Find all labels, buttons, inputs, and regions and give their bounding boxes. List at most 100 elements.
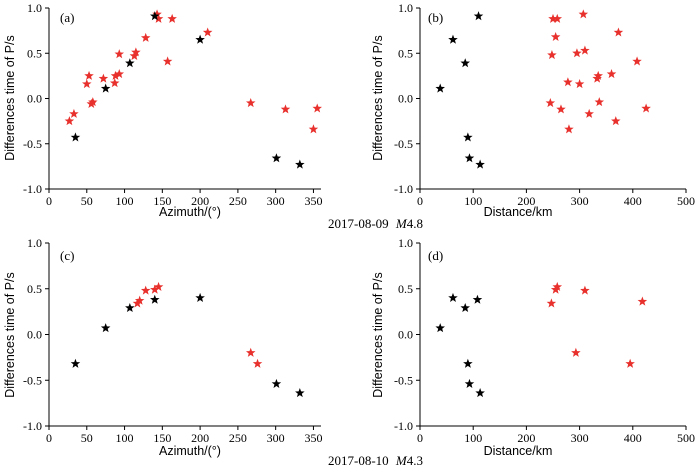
x-tick-label: 0 [46,431,52,445]
x-tick-label: 300 [571,431,589,445]
y-tick-label: 1.0 [398,236,413,250]
data-point-black [271,153,282,163]
x-tick-label: 50 [81,431,93,445]
caption-bottom-date: 2017-08-10 [328,453,389,468]
data-point-red [140,32,151,42]
data-point-black [473,11,484,21]
data-point-black [464,378,475,388]
data-point-red [86,98,97,108]
data-point-red [556,104,566,114]
data-point-red [110,70,121,80]
data-point-red [152,9,162,19]
data-point-red [593,70,603,80]
y-tick-label: -0.5 [23,373,42,387]
data-point-red [632,56,642,66]
data-point-red [574,79,585,89]
data-point-black [295,159,305,169]
chart-panel-1: 0 50 100 150 200 250 300 350 -1.0 -0.5 0.0 0.5 1.0 (a… [3,1,322,219]
x-tick-label: 200 [517,194,535,208]
x-tick-label: 250 [229,194,247,208]
data-point-red [580,45,590,55]
x-tick-label: 0 [46,194,52,208]
x-tick-label: 500 [677,194,695,208]
data-point-red [114,69,125,79]
caption-bottom-magnitude-value: 4.3 [407,453,423,468]
x-tick-label: 200 [191,194,209,208]
panel-label: (c) [60,248,74,263]
y-tick-label: 0.5 [398,282,413,296]
data-point-red [88,97,98,107]
caption-top: 2017-08-09 M4.8 [328,216,423,231]
data-point-red [150,284,160,294]
y-tick-label: 0.0 [398,328,413,342]
y-tick-label: 1.0 [398,1,413,15]
y-tick-label: 0.0 [398,92,413,106]
x-axis-title: Distance/km [484,205,553,219]
x-axis-title: Azimuth/(°) [159,205,221,219]
caption-top-date: 2017-08-09 [328,216,389,231]
data-point-red [129,50,140,61]
data-point-red [572,48,582,58]
data-point-red [140,285,151,295]
data-point-red [134,295,145,305]
caption-top-magnitude-label: M [395,216,408,231]
data-point-black [463,132,473,142]
data-point-red [98,73,109,83]
data-point-red [625,358,635,368]
x-tick-label: 0 [417,194,423,208]
y-tick-label: -1.0 [23,182,42,196]
chart-panel-2: 0 100 200 300 400 500 -1.0 -0.5 0.0 0.5 1.0 (b) Dist… [371,1,695,219]
data-point-red [153,281,164,291]
data-point-red [153,13,164,23]
data-point-red [82,79,92,89]
data-point-black [464,153,475,163]
y-tick-label: 1.0 [27,236,42,250]
caption-top-magnitude-value: 4.8 [407,216,423,231]
y-tick-label: 0.5 [398,46,413,60]
data-point-red [280,104,291,114]
data-point-black [448,34,458,44]
data-point-black [460,58,470,68]
data-point-red [64,116,75,126]
data-point-red [131,47,141,57]
data-point-black [125,58,135,68]
y-axis-title: Differences time of P/s [371,35,385,161]
data-point-black [435,323,445,333]
x-tick-label: 400 [624,194,642,208]
data-point-black [295,388,305,398]
data-point-red [580,285,590,295]
x-tick-label: 100 [464,431,482,445]
y-tick-label: -1.0 [394,182,413,196]
data-point-black [271,378,282,388]
data-point-black [460,302,470,313]
x-tick-label: 150 [153,431,171,445]
data-point-black [435,83,445,93]
data-point-red [552,13,563,23]
x-tick-label: 0 [417,431,423,445]
data-point-red [84,70,94,80]
data-point-red [571,347,581,357]
caption-bottom-magnitude-label: M [395,453,408,468]
data-point-black [150,294,160,304]
y-tick-label: -1.0 [23,419,42,433]
data-point-red [109,78,120,88]
data-point-red [167,13,177,23]
data-point-red [547,50,557,60]
data-point-black [70,132,81,142]
data-point-black [463,358,473,368]
y-axis-title: Differences time of P/s [371,272,385,398]
data-point-red [245,347,256,357]
data-point-black [195,292,205,302]
data-point-red [308,124,319,134]
data-point-red [641,103,651,113]
data-point-red [552,281,563,291]
data-point-red [69,108,79,118]
data-point-black [448,292,458,302]
x-tick-label: 100 [116,431,134,445]
data-point-red [550,31,561,42]
data-point-black [100,323,111,333]
data-point-red [613,27,624,37]
y-tick-label: -0.5 [394,137,413,151]
y-axis-title: Differences time of P/s [3,35,17,161]
x-tick-label: 350 [304,194,322,208]
